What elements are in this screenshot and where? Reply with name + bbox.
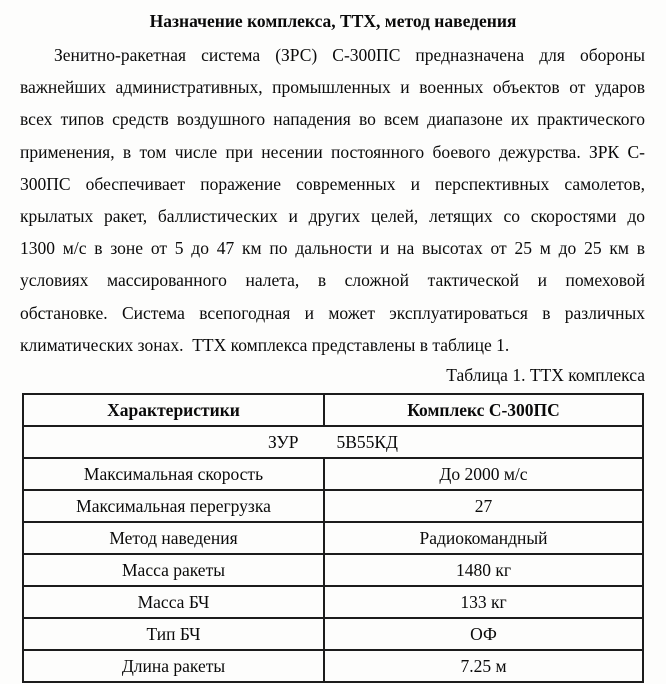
characteristic-value: ОФ	[323, 617, 644, 652]
characteristic-name: Максимальная перегрузка	[22, 489, 325, 524]
table-header-complex: Комплекс С-300ПС	[323, 393, 644, 428]
characteristic-value: 133 кг	[323, 585, 644, 620]
table-row: Длина ракеты 7.25 м	[22, 649, 644, 684]
paragraph-line: 300ПС обеспечивает поражение современных…	[20, 173, 645, 194]
ttx-table: Характеристики Комплекс С-300ПС ЗУР 5В55К…	[22, 393, 644, 684]
paragraph-line: важнейших административных, промышленных…	[20, 77, 645, 98]
table-row-zur: ЗУР 5В55КД	[22, 425, 644, 460]
zur-value: 5В55КД	[336, 431, 398, 452]
characteristic-value: До 2000 м/с	[323, 457, 644, 492]
zur-merged-cell: ЗУР 5В55КД	[22, 425, 644, 460]
characteristic-value: 27	[323, 489, 644, 524]
paragraph-line: обстановке. Система всепогодная и может …	[20, 302, 645, 323]
characteristic-name: Масса ракеты	[22, 553, 325, 588]
table-row: Масса БЧ 133 кг	[22, 585, 644, 620]
page-title: Назначение комплекса, ТТХ, метод наведен…	[149, 11, 517, 31]
table-row: Максимальная скорость До 2000 м/с	[22, 457, 644, 492]
table-row: Масса ракеты 1480 кг	[22, 553, 644, 588]
characteristic-name: Метод наведения	[22, 521, 325, 556]
paragraph-line: крылатых ракет, баллистических и других …	[20, 206, 645, 227]
table-row: Максимальная перегрузка 27	[22, 489, 644, 524]
characteristic-name: Длина ракеты	[22, 649, 325, 684]
characteristic-value: Радиокомандный	[323, 521, 644, 556]
characteristic-name: Тип БЧ	[22, 617, 325, 652]
zur-label: ЗУР	[267, 431, 299, 452]
paragraph-line: Зенитно-ракетная система (ЗРС) С-300ПС п…	[54, 45, 645, 65]
paragraph-line: условиях массированного налета, в сложно…	[20, 270, 645, 291]
characteristic-name: Максимальная скорость	[22, 457, 325, 492]
table-row: Тип БЧ ОФ	[22, 617, 644, 652]
table-caption: Таблица 1. ТТХ комплекса	[446, 365, 645, 386]
table-row: Метод наведения Радиокомандный	[22, 521, 644, 556]
table-header-characteristics: Характеристики	[22, 393, 325, 428]
table-header-row: Характеристики Комплекс С-300ПС	[22, 393, 644, 428]
characteristic-value: 7.25 м	[323, 649, 644, 684]
paragraph-line: климатических зонах. ТТХ комплекса предс…	[20, 334, 510, 355]
characteristic-name: Масса БЧ	[22, 585, 325, 620]
paragraph-line: 1300 м/с в зоне от 5 до 47 км по дальнос…	[20, 238, 645, 259]
body-paragraph: Зенитно-ракетная система (ЗРС) С-300ПС п…	[20, 39, 645, 361]
paragraph-line: применения, в том числе при несении пост…	[20, 141, 645, 162]
characteristic-value: 1480 кг	[323, 553, 644, 588]
paragraph-line: всех типов средств воздушного нападения …	[20, 109, 645, 130]
